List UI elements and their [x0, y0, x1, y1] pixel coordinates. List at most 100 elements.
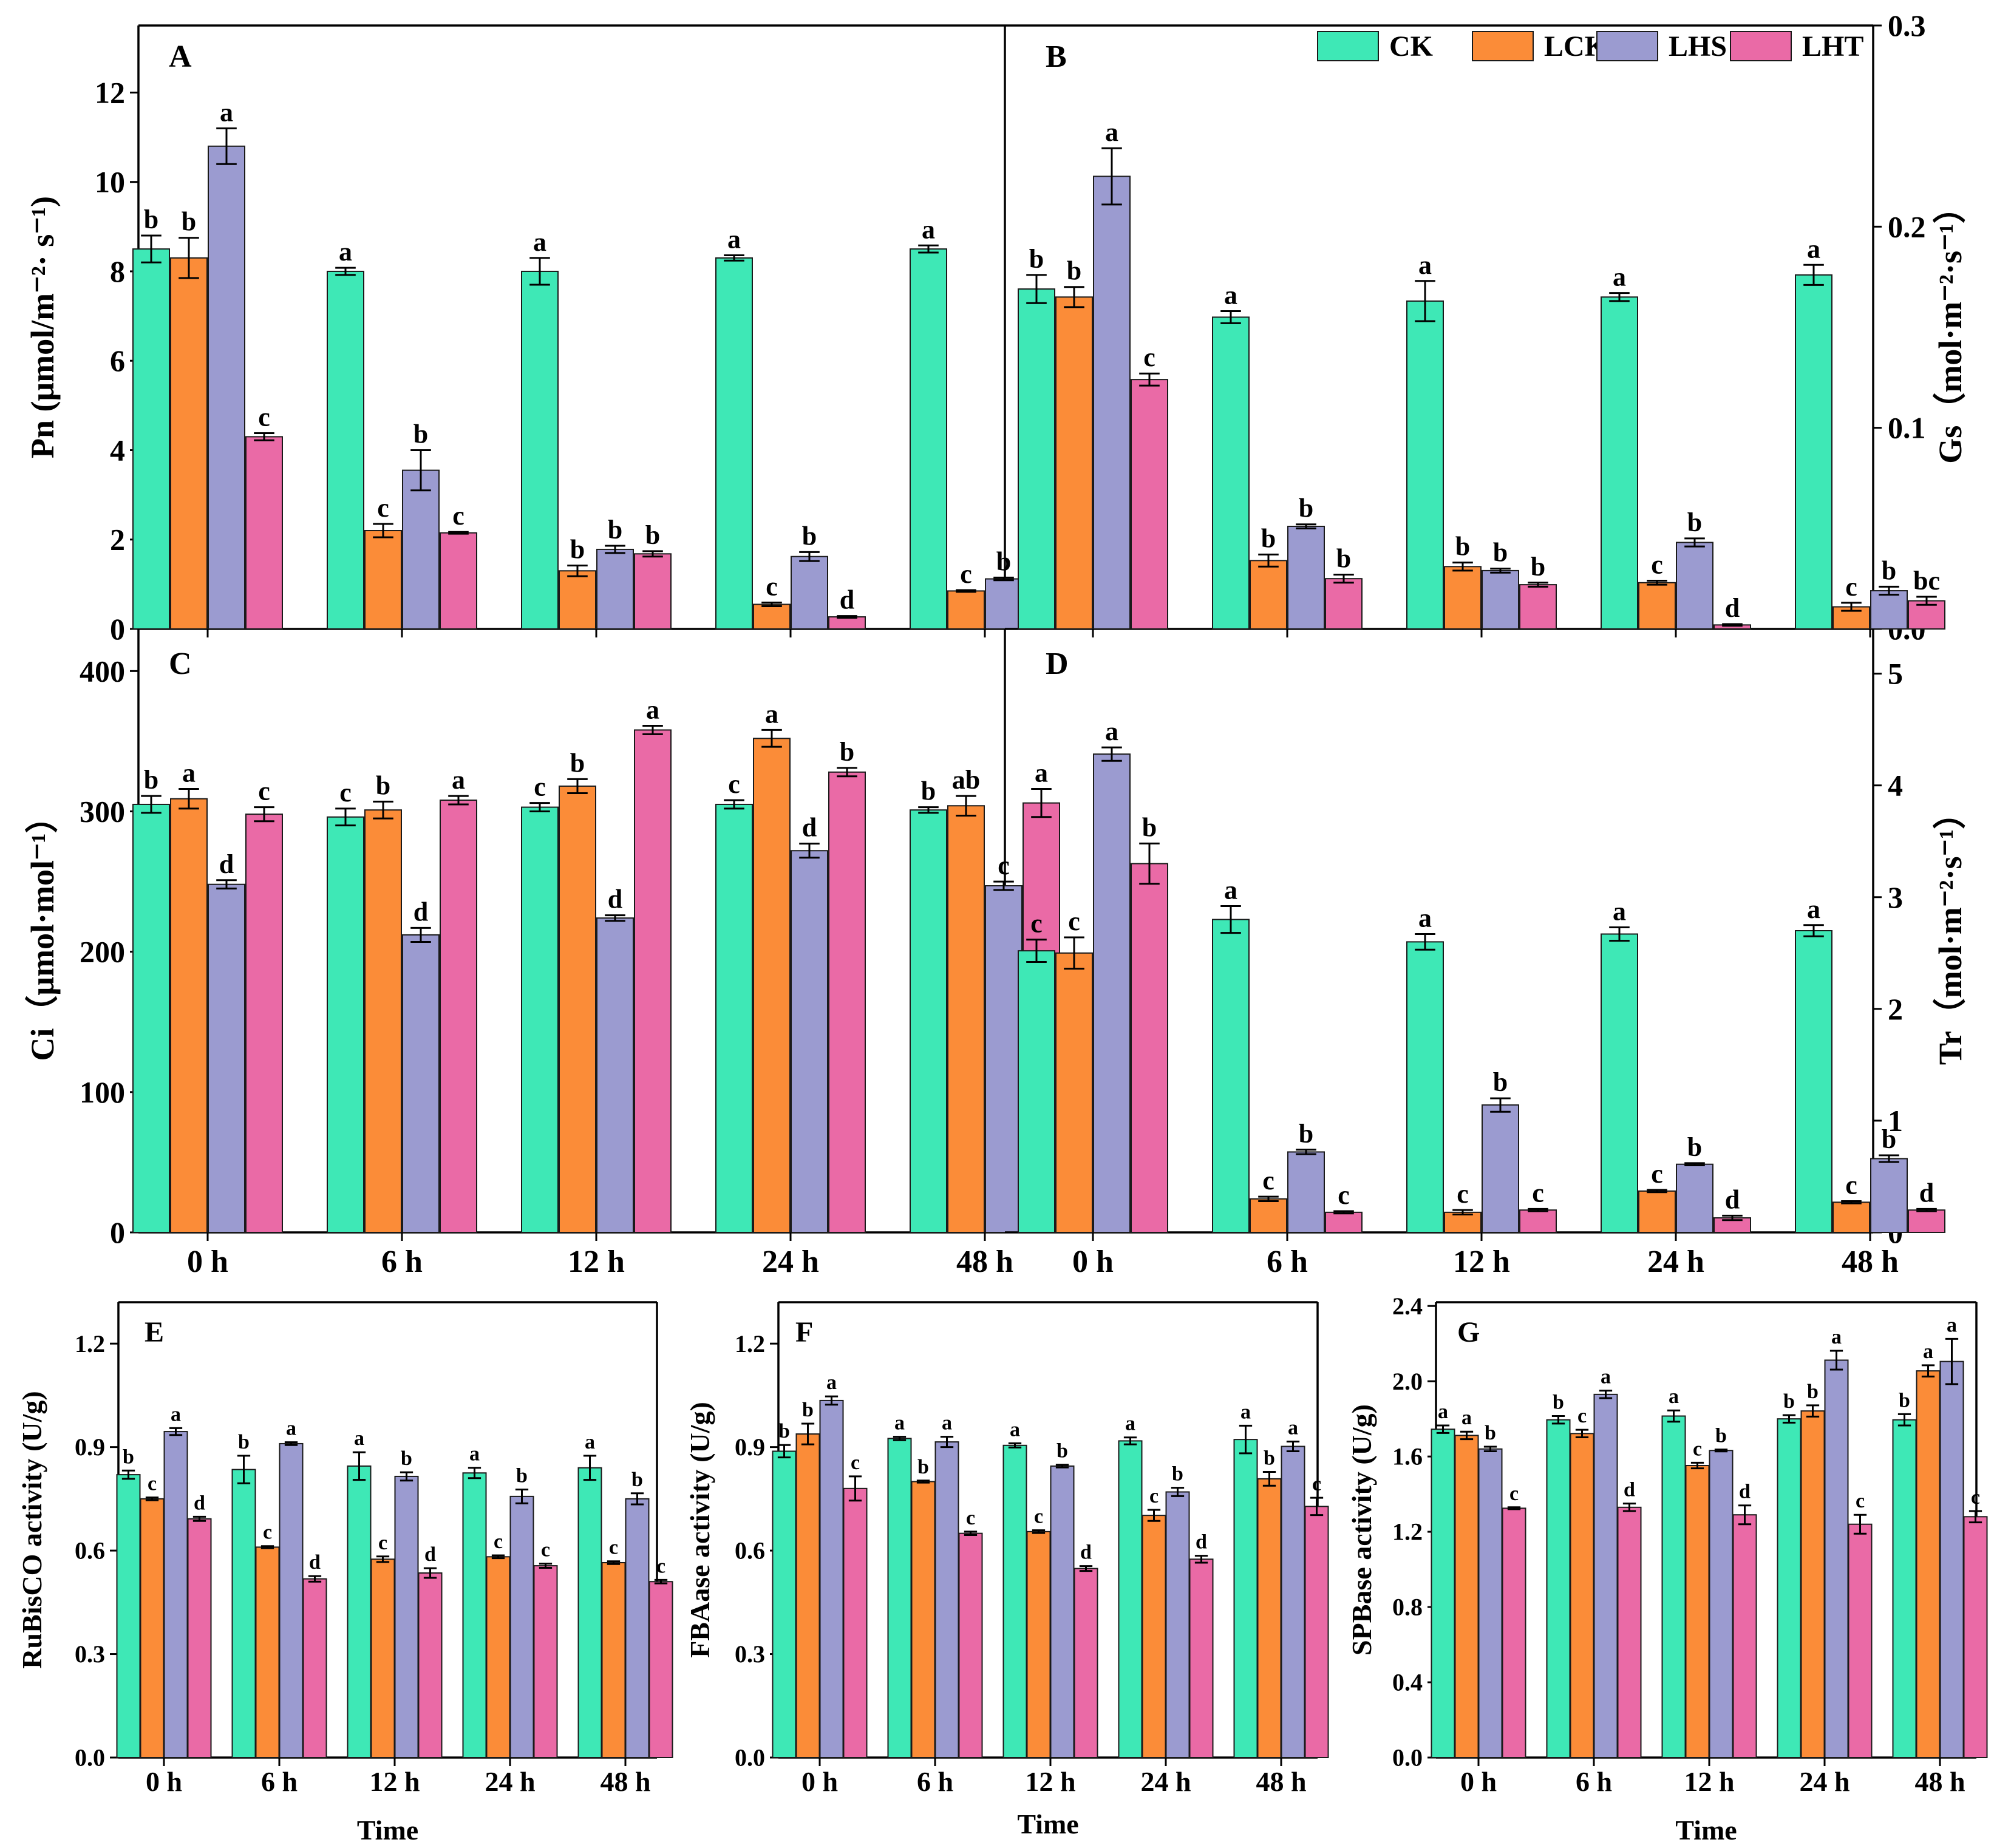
significance-label: b [645, 520, 660, 550]
bar-lck-12h [1686, 1466, 1709, 1758]
significance-label: a [1807, 894, 1820, 924]
significance-label: b [570, 748, 585, 778]
y-tick-label: 0.9 [75, 1433, 105, 1461]
bar-lht-6h [440, 800, 477, 1232]
significance-label: b [996, 546, 1011, 576]
significance-label: b [1029, 244, 1044, 274]
bar-lhs-0h [820, 1401, 843, 1758]
bar-lhs-48h [985, 579, 1022, 629]
significance-label: b [1485, 1422, 1496, 1444]
significance-label: b [1299, 494, 1313, 523]
bar-lck-12h [1027, 1532, 1050, 1758]
legend: CK LCK LHS LHT [1318, 30, 1863, 63]
panel-g: 0.00.40.81.21.62.02.4SPBase activity (U/… [1346, 1293, 1987, 1846]
significance-label: b [144, 765, 158, 795]
legend-swatch-lht [1730, 32, 1791, 61]
bar-lht-24h [1190, 1559, 1213, 1758]
significance-label: b [1067, 256, 1081, 286]
significance-label: b [921, 776, 936, 806]
bar-lht-0h [188, 1519, 211, 1758]
bar-lck-6h [1250, 1199, 1287, 1232]
bar-ck-48h [1795, 931, 1832, 1232]
bar-lht-0h [246, 437, 282, 629]
x-tick-label: 24 h [1799, 1766, 1849, 1797]
bar-lhs-24h [511, 1496, 534, 1758]
significance-label: d [1080, 1541, 1092, 1564]
bar-lck-12h [1444, 566, 1481, 629]
significance-label: c [494, 1530, 503, 1553]
bar-ck-6h [1213, 920, 1249, 1232]
bar-ck-0h [773, 1451, 796, 1758]
bar-lht-0h [1131, 864, 1168, 1232]
y-tick-label: 0 [110, 1215, 125, 1249]
y-tick-label: 1.2 [735, 1330, 765, 1357]
bar-lck-24h [1639, 1191, 1675, 1232]
bar-lck-24h [487, 1557, 510, 1758]
significance-label: a [1923, 1340, 1933, 1363]
bar-ck-0h [1018, 951, 1055, 1232]
x-tick-label: 12 h [1025, 1766, 1075, 1797]
significance-label: b [1783, 1390, 1795, 1413]
significance-label: a [1240, 1401, 1251, 1423]
y-tick-label: 2.0 [1392, 1368, 1423, 1395]
bar-lht-12h [635, 730, 671, 1232]
bar-lhs-48h [985, 886, 1022, 1232]
y-tick-label: 6 [110, 344, 125, 378]
bar-lhs-12h [597, 549, 633, 629]
bar-lhs-12h [1710, 1450, 1733, 1758]
y-tick-label: 200 [80, 935, 125, 969]
bar-ck-24h [1119, 1441, 1142, 1758]
y-axis-title: Gs（mol·m⁻²·s⁻¹） [1932, 191, 1968, 463]
significance-label: a [765, 699, 778, 729]
bar-lht-48h [650, 1581, 673, 1758]
bar-lhs-24h [791, 851, 828, 1232]
bar-lht-0h [844, 1489, 867, 1758]
bar-lht-6h [959, 1534, 982, 1758]
y-axis-title: Ci（μmol·mol⁻¹） [24, 800, 61, 1061]
significance-label: b [1493, 538, 1508, 568]
y-tick-label: 300 [80, 795, 125, 829]
significance-label: d [1725, 1184, 1740, 1214]
bar-lhs-48h [1282, 1447, 1305, 1758]
bar-ck-12h [1662, 1416, 1686, 1758]
significance-label: b [1299, 1119, 1313, 1149]
panel-letter: E [145, 1316, 164, 1348]
y-tick-label: 1.6 [1392, 1443, 1423, 1470]
bar-lht-24h [829, 772, 865, 1232]
bar-ck-12h [1407, 942, 1443, 1232]
significance-label: d [309, 1551, 321, 1574]
significance-label: b [802, 1399, 814, 1421]
significance-label: c [1845, 1170, 1857, 1200]
y-tick-label: 0 [110, 612, 125, 646]
significance-label: c [1068, 906, 1080, 936]
bar-lck-48h [1917, 1371, 1940, 1758]
significance-label: b [238, 1431, 250, 1453]
bar-lht-6h [1325, 1212, 1362, 1232]
bar-lht-6h [1618, 1507, 1641, 1758]
significance-label: c [258, 776, 270, 806]
significance-label: a [1224, 875, 1237, 905]
bar-lht-24h [829, 617, 865, 629]
bar-lhs-6h [936, 1442, 959, 1758]
significance-label: b [1142, 812, 1157, 842]
x-tick-label: 24 h [1647, 1245, 1704, 1279]
figure-canvas: 024681012Pn (μmol/m⁻²· s⁻¹)Ab bacacbcabb b… [0, 0, 1994, 1848]
panel-letter: A [169, 39, 192, 74]
legend-swatch-lhs [1597, 32, 1658, 61]
significance-label: b [1553, 1391, 1564, 1414]
significance-label: a [171, 1403, 181, 1425]
y-tick-label: 400 [80, 654, 125, 688]
y-tick-label: 0.6 [75, 1537, 105, 1564]
x-tick-label: 48 h [1256, 1766, 1306, 1797]
y-axis-title: FBAase activity (U/g) [684, 1402, 715, 1658]
significance-label: a [452, 765, 465, 795]
y-tick-label: 1.2 [1392, 1518, 1423, 1546]
significance-label: a [1105, 117, 1118, 147]
bar-ck-48h [910, 249, 947, 629]
significance-label: a [1601, 1366, 1611, 1388]
bar-lhs-24h [1676, 543, 1713, 629]
bar-lck-24h [1639, 583, 1675, 629]
significance-label: d [194, 1492, 205, 1514]
bar-ck-12h [1407, 301, 1443, 629]
x-tick-label: 0 h [801, 1766, 838, 1797]
